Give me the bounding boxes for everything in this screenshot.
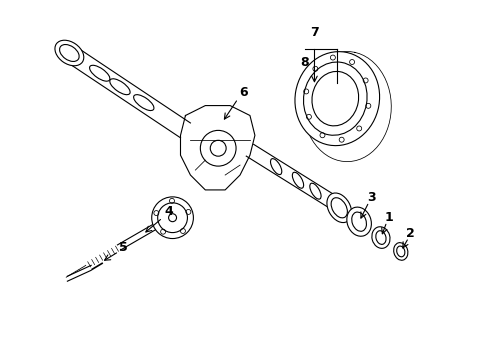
Ellipse shape xyxy=(346,207,371,236)
Text: 8: 8 xyxy=(300,57,308,69)
Ellipse shape xyxy=(371,227,389,248)
Ellipse shape xyxy=(133,95,154,111)
Ellipse shape xyxy=(110,79,130,95)
Text: 1: 1 xyxy=(384,211,392,224)
Ellipse shape xyxy=(294,51,379,146)
Ellipse shape xyxy=(326,193,351,222)
Text: 6: 6 xyxy=(239,86,248,99)
Ellipse shape xyxy=(89,65,110,81)
Ellipse shape xyxy=(393,243,407,260)
Text: 2: 2 xyxy=(406,227,414,240)
Polygon shape xyxy=(180,105,254,190)
Ellipse shape xyxy=(55,40,83,66)
Text: 5: 5 xyxy=(118,241,127,254)
Ellipse shape xyxy=(292,172,303,188)
Text: 7: 7 xyxy=(309,26,318,39)
Ellipse shape xyxy=(151,197,193,239)
Text: 4: 4 xyxy=(164,205,173,218)
Text: 3: 3 xyxy=(366,192,375,204)
Ellipse shape xyxy=(309,183,321,199)
Ellipse shape xyxy=(270,159,281,175)
